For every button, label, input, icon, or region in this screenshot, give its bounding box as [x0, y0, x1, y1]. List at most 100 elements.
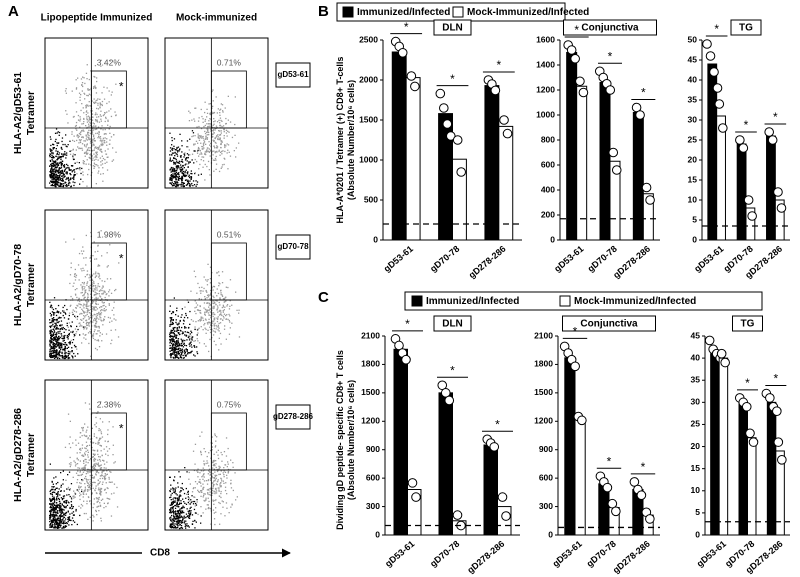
- flow-dot: [92, 449, 94, 451]
- flow-dot: [53, 514, 56, 516]
- flow-dot: [98, 312, 100, 314]
- flow-dot: [185, 314, 187, 317]
- flow-dot: [81, 444, 84, 446]
- flow-dot: [83, 298, 85, 300]
- flow-dot: [65, 511, 68, 514]
- flow-dot: [221, 314, 223, 317]
- flow-dot: [202, 146, 204, 148]
- flow-dot: [178, 352, 181, 355]
- flow-dot: [199, 290, 201, 292]
- bar: [452, 158, 467, 241]
- flow-dot: [204, 451, 207, 453]
- flow-dot: [85, 473, 87, 475]
- flow-dot: [94, 125, 96, 127]
- flow-dot: [68, 184, 70, 186]
- flow-dot: [204, 124, 206, 127]
- flow-dot: [173, 487, 175, 490]
- flow-dot: [85, 512, 87, 515]
- data-point: [704, 335, 715, 346]
- flow-dot: [60, 472, 62, 474]
- flow-dot: [74, 174, 76, 176]
- flow-dot: [60, 515, 62, 517]
- flow-dot: [197, 328, 199, 330]
- flow-dot: [178, 149, 181, 151]
- flow-dot: [184, 334, 186, 336]
- flow-dot: [108, 143, 111, 145]
- flow-dot: [177, 178, 180, 180]
- flow-dot: [88, 286, 90, 288]
- flow-dot: [65, 352, 67, 354]
- flow-dot: [49, 160, 52, 162]
- flow-dot: [67, 164, 69, 167]
- flow-dot: [177, 173, 179, 175]
- flow-dot: [50, 163, 52, 166]
- flow-dot: [82, 471, 85, 473]
- flow-dot: [96, 298, 98, 300]
- flow-dot: [183, 492, 186, 495]
- flow-dot: [93, 101, 95, 104]
- bar: [574, 417, 586, 536]
- flow-dot: [51, 503, 53, 505]
- flow-dot: [236, 496, 238, 498]
- y-tick-label: 2500: [359, 34, 378, 44]
- flow-dot: [55, 506, 57, 508]
- flow-dot: [72, 357, 74, 359]
- flow-dot: [56, 511, 58, 513]
- flow-dot: [54, 166, 56, 168]
- row-label: HLA-A2/gD53-61Tetramer: [12, 72, 37, 154]
- flow-dot: [221, 164, 224, 166]
- flow-dot: [96, 147, 98, 149]
- flow-dot: [112, 159, 115, 161]
- flow-dot: [92, 337, 95, 339]
- flow-dot: [62, 178, 64, 181]
- flow-dot: [185, 184, 187, 186]
- flow-dot: [84, 423, 86, 425]
- flow-dot: [63, 501, 65, 503]
- flow-dot: [57, 178, 59, 180]
- flow-dot: [106, 461, 108, 463]
- flow-dot: [54, 347, 56, 350]
- flow-dot: [204, 313, 206, 315]
- flow-dot: [196, 483, 198, 485]
- flow-dot: [77, 114, 80, 117]
- flow-dot: [66, 163, 68, 166]
- flow-dot: [70, 462, 72, 464]
- flow-dot: [238, 336, 241, 338]
- flow-dot: [49, 149, 52, 151]
- flow-dot: [208, 489, 210, 491]
- flow-dot: [175, 186, 177, 188]
- flow-dot: [81, 270, 83, 272]
- flow-dot: [106, 169, 109, 171]
- y-tick-label: 2100: [534, 330, 553, 340]
- flow-dot: [59, 325, 62, 327]
- flow-dot: [176, 184, 178, 186]
- flow-dot: [173, 515, 175, 517]
- flow-dot: [222, 125, 225, 127]
- flow-dot: [62, 338, 64, 340]
- flow-dot: [95, 102, 97, 104]
- flow-dot: [83, 307, 85, 309]
- flow-dot: [49, 156, 51, 158]
- flow-dot: [175, 353, 178, 355]
- flow-dot: [53, 339, 55, 341]
- flow-dot: [172, 511, 175, 514]
- flow-dot: [218, 301, 220, 304]
- flow-dot: [78, 135, 80, 138]
- flow-dot: [176, 505, 178, 507]
- flow-dot: [173, 327, 175, 329]
- flow-dot: [51, 154, 53, 157]
- flow-dot: [230, 482, 232, 484]
- flow-dot: [214, 151, 217, 153]
- flow-dot: [57, 331, 59, 333]
- flow-dot: [89, 478, 91, 481]
- flow-dot: [207, 507, 209, 509]
- flow-dot: [50, 354, 52, 356]
- flow-dot: [224, 150, 226, 153]
- flow-dot: [96, 437, 98, 439]
- flow-dot: [51, 345, 53, 348]
- flow-dot: [206, 128, 208, 130]
- y-tick-label: 900: [366, 444, 380, 454]
- flow-dot: [83, 434, 85, 436]
- flow-dot: [100, 120, 102, 122]
- flow-dot: [84, 290, 86, 292]
